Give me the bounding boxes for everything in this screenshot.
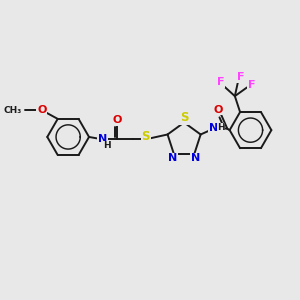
Text: S: S — [180, 111, 188, 124]
Text: N: N — [191, 153, 200, 163]
Text: N: N — [209, 123, 218, 133]
Text: F: F — [237, 72, 244, 82]
Text: CH₃: CH₃ — [3, 106, 22, 115]
Text: O: O — [214, 104, 223, 115]
Text: O: O — [112, 115, 122, 125]
Text: H: H — [217, 123, 225, 132]
Text: S: S — [142, 130, 150, 143]
Text: N: N — [98, 134, 107, 144]
Text: F: F — [217, 77, 224, 87]
Text: O: O — [37, 105, 46, 115]
Text: N: N — [168, 153, 177, 163]
Text: F: F — [248, 80, 255, 90]
Text: H: H — [103, 141, 111, 150]
